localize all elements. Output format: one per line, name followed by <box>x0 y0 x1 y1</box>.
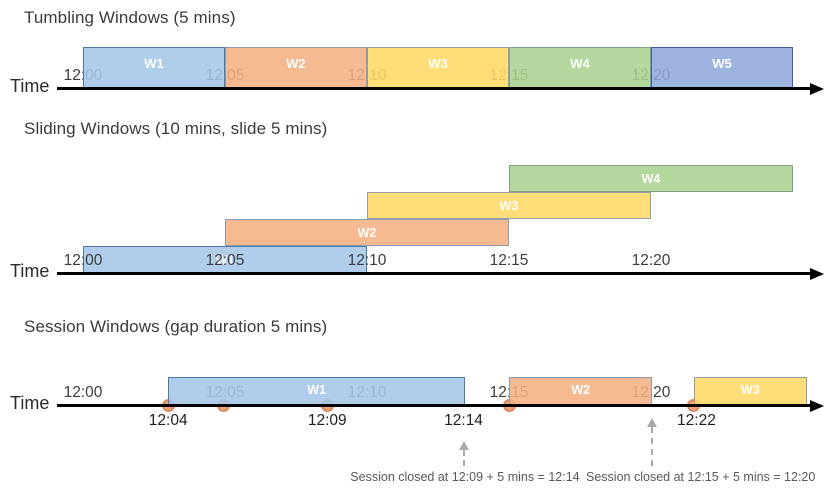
window-label-W5: W5 <box>712 56 732 71</box>
window-session-W1: W1 <box>168 377 465 405</box>
window-label-W3: W3 <box>428 56 448 71</box>
time-axis-line-tumbling <box>57 87 810 90</box>
time-axis-arrowhead-session <box>810 399 824 412</box>
callout-note-2: Session closed at 12:15 + 5 mins = 12:20 <box>586 470 816 484</box>
time-axis-arrowhead-tumbling <box>810 82 824 95</box>
window-label-W2: W2 <box>571 383 591 397</box>
window-session-W2: W2 <box>509 377 653 405</box>
tick-sliding-12:15: 12:15 <box>489 252 529 269</box>
event-time-label-12:22: 12:22 <box>677 412 716 429</box>
callout-arrowhead-1 <box>458 441 469 450</box>
tick-sliding-12:05: 12:05 <box>205 252 245 269</box>
window-label-W4: W4 <box>570 56 590 71</box>
time-axis-line-sliding <box>57 272 810 275</box>
window-tumbling-W1: W1 <box>83 47 225 88</box>
window-tumbling-W5: W5 <box>651 47 793 88</box>
event-time-label-12:09: 12:09 <box>307 412 347 429</box>
callout-arrowhead-2 <box>647 418 658 427</box>
callout-dashed-line-2 <box>651 427 654 466</box>
window-label-W4: W4 <box>641 172 661 186</box>
time-axis-label: Time <box>10 261 50 281</box>
window-label-W1: W1 <box>307 383 326 397</box>
callout-dashed-line-1 <box>462 450 465 466</box>
time-axis-label: Time <box>10 393 50 413</box>
time-axis-line-session <box>57 404 810 407</box>
time-axis-arrowhead-sliding <box>810 267 824 280</box>
section-title-tumbling: Tumbling Windows (5 mins) <box>24 8 236 27</box>
window-label-W1: W1 <box>144 56 164 71</box>
window-sliding-W1: W1 <box>83 246 367 273</box>
window-label-W3: W3 <box>741 383 760 397</box>
window-session-W3: W3 <box>693 377 808 405</box>
window-label-W2: W2 <box>286 56 306 71</box>
window-sliding-W3: W3 <box>367 192 651 219</box>
callout-note-1: Session closed at 12:09 + 5 mins = 12:14 <box>350 470 580 484</box>
tick-sliding-12:20: 12:20 <box>631 252 671 269</box>
window-tumbling-W2: W2 <box>225 47 367 88</box>
time-axis-label: Time <box>10 76 50 96</box>
window-sliding-W2: W2 <box>225 219 509 246</box>
section-title-sliding: Sliding Windows (10 mins, slide 5 mins) <box>24 119 328 138</box>
window-sliding-W4: W4 <box>509 165 793 192</box>
event-time-label-12:04: 12:04 <box>148 412 188 429</box>
window-tumbling-W4: W4 <box>509 47 651 88</box>
window-label-W1: W1 <box>215 253 235 267</box>
section-title-session: Session Windows (gap duration 5 mins) <box>24 317 328 336</box>
window-label-W3: W3 <box>499 199 519 213</box>
tick-session-12:00: 12:00 <box>63 384 103 401</box>
window-tumbling-W3: W3 <box>367 47 509 88</box>
event-time-label-12:14: 12:14 <box>444 412 483 429</box>
tick-sliding-12:00: 12:00 <box>63 252 103 269</box>
window-label-W2: W2 <box>357 226 377 240</box>
tick-sliding-12:10: 12:10 <box>347 252 387 269</box>
